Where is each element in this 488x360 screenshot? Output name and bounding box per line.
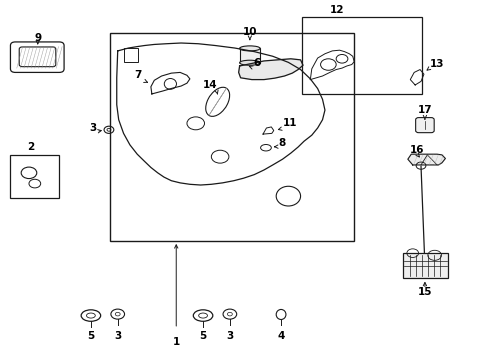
Ellipse shape [239,60,260,65]
Text: 8: 8 [278,138,285,148]
FancyBboxPatch shape [415,118,433,133]
Text: 3: 3 [226,330,233,341]
Text: 15: 15 [417,287,431,297]
Text: 2: 2 [27,142,35,152]
Polygon shape [238,59,303,80]
Text: 3: 3 [114,330,121,341]
Bar [302,17,421,94]
Bar [110,33,353,241]
Bar [10,155,59,198]
Text: 3: 3 [89,123,96,134]
Text: 13: 13 [429,59,444,69]
Text: 7: 7 [134,70,141,80]
Ellipse shape [239,46,260,51]
Text: 16: 16 [409,145,424,155]
Text: 11: 11 [282,118,296,128]
Polygon shape [407,154,445,165]
Text: 17: 17 [417,105,431,116]
Text: 5: 5 [199,330,206,341]
Text: 10: 10 [242,27,257,37]
Text: 6: 6 [253,58,260,68]
Text: 5: 5 [87,330,94,341]
Bar [123,48,138,62]
Text: 14: 14 [203,80,217,90]
Text: 4: 4 [277,330,284,341]
Text: 1: 1 [172,337,180,347]
Text: 12: 12 [329,5,344,15]
Text: 9: 9 [34,33,41,43]
Bar [403,253,447,278]
Bar [239,48,260,63]
